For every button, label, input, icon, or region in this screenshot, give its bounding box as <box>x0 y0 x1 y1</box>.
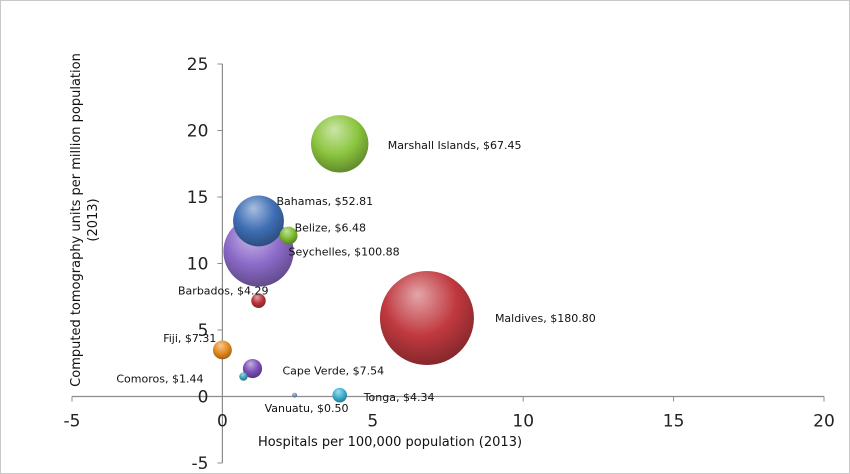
bubble-point <box>292 392 298 398</box>
bubble-label: Seychelles, $100.88 <box>288 246 399 259</box>
y-tick-label: 10 <box>187 255 209 275</box>
bubble-label: Marshall Islands, $67.45 <box>388 139 522 152</box>
bubble-point <box>332 387 347 403</box>
x-axis-title: Hospitals per 100,000 population (2013) <box>258 435 522 450</box>
x-tick-label: -5 <box>64 412 81 432</box>
bubble-point <box>311 115 369 173</box>
y-tick-label: 0 <box>198 388 209 408</box>
x-tick-label: 0 <box>217 412 228 432</box>
x-tick-label: 15 <box>663 412 685 432</box>
y-axis-title-line-1: Computed tomography units per million po… <box>69 53 84 387</box>
y-axis-title-line-2: (2013) <box>86 198 101 241</box>
bubble-label: Comoros, $1.44 <box>116 373 203 386</box>
bubble-point <box>233 195 284 247</box>
x-tick-label: 20 <box>813 412 835 432</box>
x-tick-label: 5 <box>367 412 378 432</box>
bubble-label: Belize, $6.48 <box>295 222 366 235</box>
y-tick-label: 15 <box>187 188 209 208</box>
y-tick-label: -5 <box>191 454 208 474</box>
bubbles <box>212 115 474 403</box>
x-tick-label: 10 <box>512 412 534 432</box>
bubble-label: Cape Verde, $7.54 <box>282 365 384 378</box>
bubble-label: Tonga, $4.34 <box>363 391 435 404</box>
bubble-labels: Marshall Islands, $67.45 Bahamas, $52.81 B… <box>116 139 595 415</box>
bubble-label: Maldives, $180.80 <box>495 312 596 325</box>
y-tick-label: 25 <box>187 55 209 75</box>
bubble-point <box>242 358 263 379</box>
y-tick-label: 5 <box>198 321 209 341</box>
axes: -5 0 5 10 15 20 -5 0 5 10 15 20 25 <box>64 55 835 474</box>
y-tick-label: 20 <box>187 122 209 142</box>
bubble-point <box>239 372 248 381</box>
bubble-label: Barbados, $4.29 <box>178 285 268 298</box>
bubble-point <box>212 340 232 360</box>
bubble-point <box>251 293 266 308</box>
bubble-label: Vanuatu, $0.50 <box>265 402 349 415</box>
bubble-point <box>279 226 298 245</box>
bubble-label: Fiji, $7.31 <box>163 332 216 345</box>
bubble-point <box>379 271 474 366</box>
bubble-label: Bahamas, $52.81 <box>276 195 373 208</box>
